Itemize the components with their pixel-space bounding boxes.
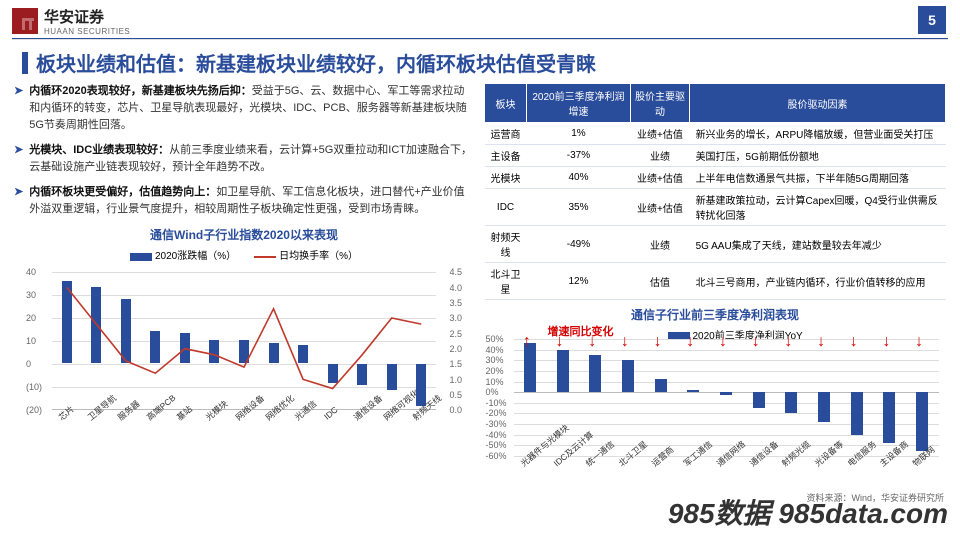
right-chart-title: 通信子行业前三季度净利润表现 [484,306,946,323]
left-chart: (20)(10)0102030400.00.51.01.52.02.53.03.… [24,266,464,436]
page-title: 板块业绩和估值：新基建板块业绩较好，内循环板块估值受青睐 [36,54,596,76]
bullet-item: ➤内循环2020表现较好，新基建板块先扬后抑：受益于5G、云、数据中心、军工等需… [14,83,474,134]
footer-source: 资料来源：Wind，华安证券研究所 [806,491,944,504]
bullet-item: ➤光模块、IDC业绩表现较好：从前三季度业绩来看，云计算+5G双重拉动和ICT加… [14,142,474,176]
company-name-en: HUAAN SECURITIES [44,27,130,36]
header: 华安证券 HUAAN SECURITIES [0,0,960,38]
company-name-zh: 华安证券 [44,6,130,27]
company-name-block: 华安证券 HUAAN SECURITIES [44,6,130,36]
company-logo [12,8,38,34]
bullet-item: ➤内循环板块更受偏好，估值趋势向上：如卫星导航、军工信息化板块，进口替代+产业价… [14,184,474,218]
bullet-list: ➤内循环2020表现较好，新基建板块先扬后抑：受益于5G、云、数据中心、军工等需… [14,83,474,218]
page-number: 5 [918,6,946,34]
left-chart-legend: 2020涨跌幅（%） 日均换手率（%） [14,247,474,262]
right-chart: 增速同比变化 2020前三季度净利润YoY -60%-50%-40%-30%-2… [488,325,943,480]
sector-table: 板块2020前三季度净利润增速股价主要驱动股价驱动因素 运营商1%业绩+估值新兴… [484,83,946,300]
left-chart-title: 通信Wind子行业指数2020以来表现 [14,226,474,243]
page-title-line: 板块业绩和估值：新基建板块业绩较好，内循环板块估值受青睐 [0,40,960,83]
